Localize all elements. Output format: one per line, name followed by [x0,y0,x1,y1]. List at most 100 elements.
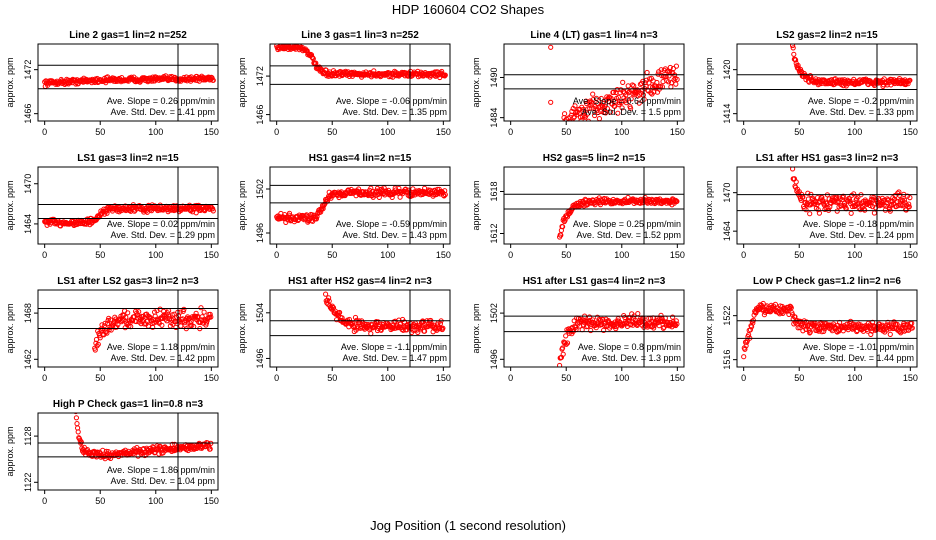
data-point [816,328,822,334]
data-point [560,351,566,357]
slope-stat: Ave. Slope = 1.86 ppm/min [107,465,215,475]
data-point [612,103,618,109]
data-point [608,95,614,101]
plot-frame [37,166,219,245]
data-point [760,300,766,307]
data-point [442,192,448,198]
data-point [75,429,81,435]
data-point [585,118,591,121]
panel-title: High P Check gas=1 lin=0.8 n=3 [53,399,204,410]
data-point [104,321,111,327]
data-point [851,191,857,197]
y-tick-label: 1466 [255,105,265,125]
plot-panel: High P Check gas=1 lin=0.8 n=3 0 50 100 150 1… [5,399,219,506]
data-point [415,329,421,335]
data-point [805,190,811,196]
plot-frame [503,43,685,122]
data-point [895,203,901,209]
data-point [743,343,749,349]
plot-panel: LS2 gas=2 lin=2 n=15 0 50 100 150 1414 1420 app… [704,30,918,137]
std-stat: Ave. Std. Dev. = 1.04 ppm [111,476,215,486]
data-point [562,111,568,117]
data-point [584,111,590,117]
x-tick-label: 100 [148,250,163,260]
slope-stat: Ave. Slope = -0.18 ppm/min [803,219,914,229]
data-point [346,316,352,323]
data-point [673,318,679,324]
data-point [909,325,915,331]
data-area [737,44,917,121]
x-tick-label: 0 [741,127,746,137]
data-point [906,201,912,207]
x-tick-label: 150 [436,250,451,260]
std-stat: Ave. Std. Dev. = 1.52 ppm [577,230,681,240]
data-point [780,310,786,316]
data-point [548,44,554,50]
x-tick-label: 100 [847,373,862,383]
data-point [563,341,569,347]
data-point [114,324,120,330]
data-point [634,87,640,93]
data-point [558,232,564,238]
data-point [642,80,648,86]
x-tick-label: 150 [903,127,918,137]
data-point [586,314,593,320]
data-point [670,314,676,320]
data-point [309,54,315,60]
x-tick-label: 0 [274,127,279,137]
x-tick-label: 50 [561,250,571,260]
data-point [570,119,576,121]
data-point [626,89,633,95]
plot-panel: HS1 after LS1 gas=4 lin=2 n=3 0 50 100 150 14… [471,276,685,383]
data-point [144,209,150,215]
x-tick-label: 0 [42,127,47,137]
data-point [286,210,293,216]
data-point [105,317,111,324]
panel-title: Line 3 gas=1 lin=3 n=252 [301,30,419,41]
data-point [396,185,402,191]
data-point [73,413,78,415]
data-point [78,439,84,445]
x-tick-label: 150 [204,250,219,260]
std-stat: Ave. Std. Dev. = 1.29 ppm [111,230,215,240]
y-tick-label: 1496 [255,348,265,368]
y-tick-label: 1496 [489,349,499,369]
data-point [674,76,680,83]
data-point [337,309,343,316]
data-area [504,290,684,367]
data-point [418,325,424,331]
data-area [737,167,917,244]
y-tick-label: 1502 [255,179,265,199]
data-point [352,314,359,321]
y-tick-label: 1466 [23,104,33,124]
data-point [285,217,291,223]
x-tick-label: 150 [670,250,685,260]
panel-title: HS1 after LS1 gas=4 lin=2 n=3 [523,276,666,287]
x-tick-label: 0 [508,127,513,137]
data-point [636,100,642,106]
data-point [440,325,446,331]
y-tick-label: 1522 [722,306,732,326]
data-point [181,306,187,312]
std-stat: Ave. Std. Dev. = 1.5 ppm [582,107,681,117]
std-stat: Ave. Std. Dev. = 1.3 ppm [582,353,681,363]
data-point [793,57,799,63]
panel-title: LS1 gas=3 lin=2 n=15 [77,153,179,164]
x-tick-label: 100 [614,127,629,137]
data-point [651,325,657,331]
data-point [823,199,829,205]
y-tick-label: 1472 [23,60,33,80]
x-tick-label: 150 [903,373,918,383]
data-point [97,335,103,341]
data-point [378,327,384,333]
slope-stat: Ave. Slope = -0.59 ppm/min [336,219,447,229]
y-axis-label: approx. ppm [5,426,15,476]
panel-title: LS1 after HS1 gas=3 lin=2 n=3 [756,153,899,164]
data-point [595,109,601,116]
y-tick-label: 1128 [23,426,33,445]
data-point [619,105,625,111]
data-point [564,214,571,220]
data-point [567,122,571,126]
data-point [207,446,213,452]
